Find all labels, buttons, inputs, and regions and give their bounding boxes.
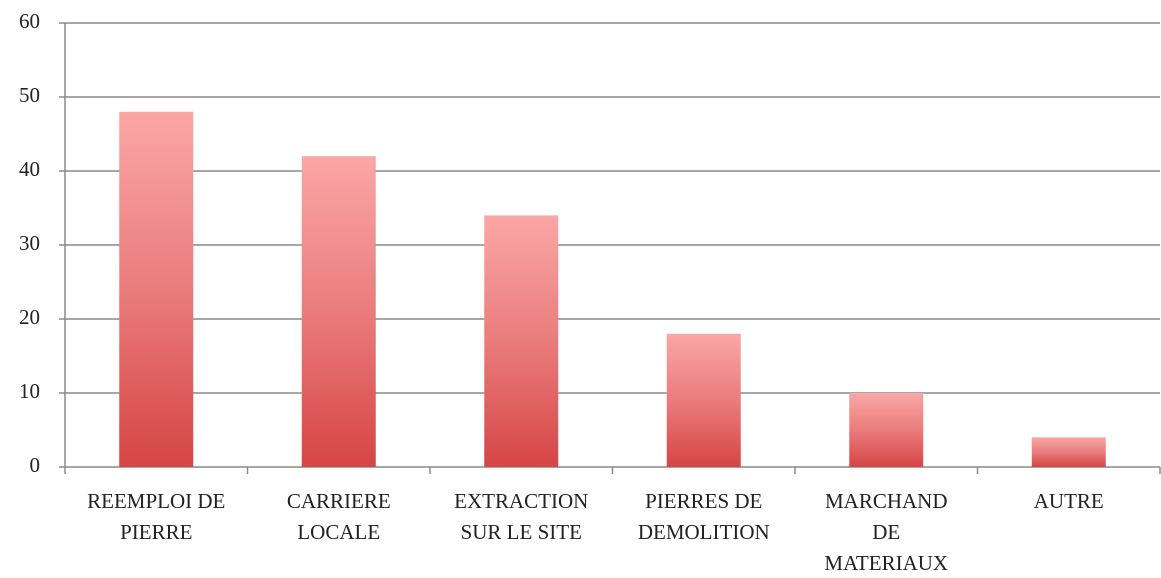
x-tick-label: PIERRES DE DEMOLITION (637, 489, 770, 544)
bar (119, 111, 194, 468)
y-tick-label: 0 (30, 453, 41, 477)
x-tick-label: AUTRE (1033, 489, 1104, 513)
y-tick-label: 30 (19, 231, 40, 255)
y-tick-label: 60 (19, 9, 40, 33)
x-tick-label: CARRIERE LOCALE (286, 489, 391, 544)
y-tick-label: 10 (19, 379, 40, 403)
bar (1031, 437, 1106, 467)
y-tick-label: 20 (19, 305, 40, 329)
bar (849, 393, 924, 467)
x-tick-label: MARCHAND DE MATERIAUX (824, 489, 949, 575)
bar (301, 156, 376, 467)
y-tick-label: 50 (19, 83, 40, 107)
bar (484, 215, 559, 467)
x-tick-label: REEMPLOI DE PIERRE (87, 489, 226, 544)
x-tick-label: EXTRACTION SUR LE SITE (454, 489, 589, 544)
bar (666, 333, 741, 467)
y-tick-label: 40 (19, 157, 40, 181)
